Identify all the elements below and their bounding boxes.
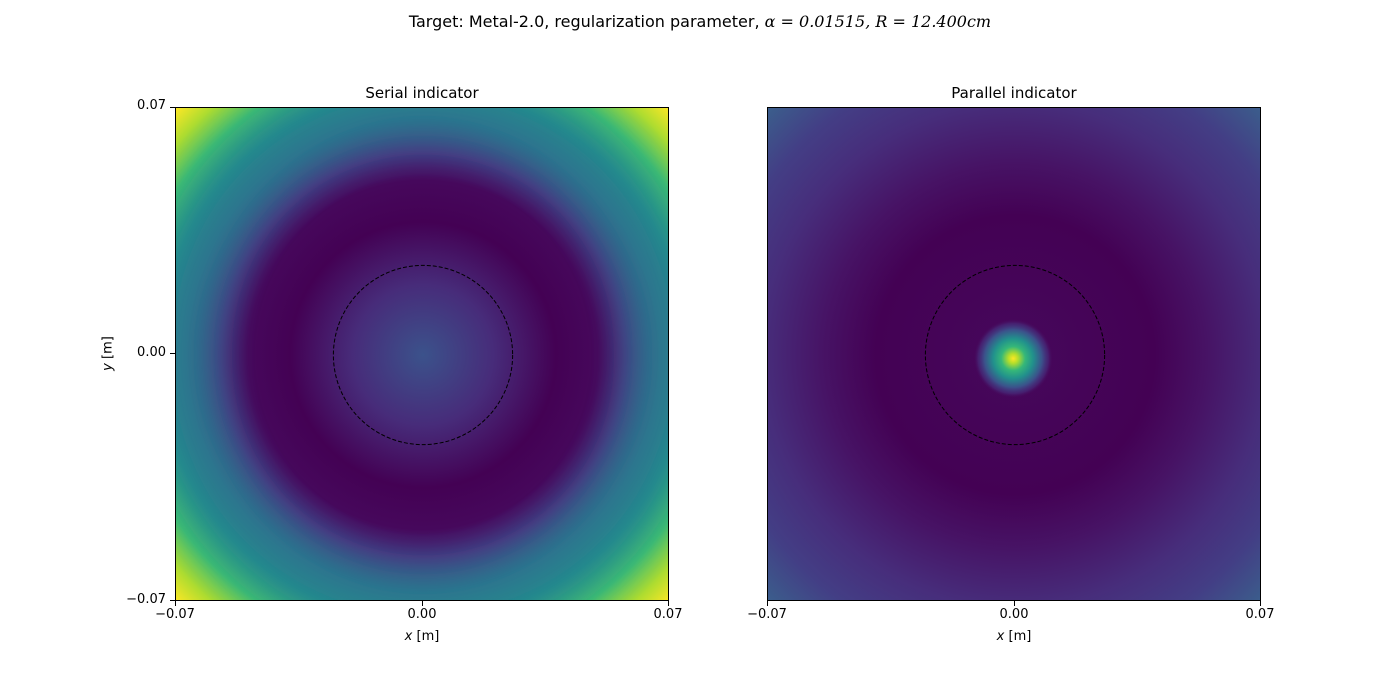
x-var: x bbox=[404, 629, 413, 644]
x-tick-label: −0.07 bbox=[155, 607, 195, 622]
y-var: y bbox=[100, 363, 116, 371]
x-unit: [m] bbox=[412, 629, 440, 644]
serial-heatmap-svg bbox=[176, 108, 668, 600]
y-tick-label: 0.00 bbox=[137, 345, 166, 360]
parallel-indicator-heatmap bbox=[767, 107, 1261, 601]
x-tick-mark bbox=[422, 601, 423, 606]
figure-suptitle: Target: Metal-2.0, regularization parame… bbox=[0, 12, 1400, 31]
x-tick-label: −0.07 bbox=[747, 607, 787, 622]
suptitle-text: Target: Metal-2.0, regularization parame… bbox=[408, 12, 765, 31]
y-unit: [m] bbox=[100, 336, 116, 364]
x-tick-label: 0.07 bbox=[653, 607, 683, 622]
suptitle-math: α = 0.01515, R = 12.400cm bbox=[764, 12, 992, 31]
x-tick-mark bbox=[175, 601, 176, 606]
y-tick-mark bbox=[170, 353, 175, 354]
x-tick-mark bbox=[767, 601, 768, 606]
parallel-heatmap-svg bbox=[768, 108, 1260, 600]
x-tick-mark bbox=[1014, 601, 1015, 606]
serial-x-axis-label: x [m] bbox=[362, 629, 482, 644]
parallel-peak bbox=[973, 318, 1054, 399]
x-tick-label: 0.00 bbox=[999, 607, 1029, 622]
y-tick-mark bbox=[170, 600, 175, 601]
x-tick-label: 0.00 bbox=[407, 607, 437, 622]
x-tick-mark bbox=[1260, 601, 1261, 606]
parallel-indicator-title: Parallel indicator bbox=[951, 84, 1077, 102]
x-unit: [m] bbox=[1004, 629, 1032, 644]
target-boundary-circle bbox=[332, 264, 514, 446]
x-tick-label: 0.07 bbox=[1245, 607, 1275, 622]
parallel-x-axis-label: x [m] bbox=[954, 629, 1074, 644]
y-tick-label: 0.07 bbox=[137, 98, 166, 113]
x-tick-mark bbox=[668, 601, 669, 606]
target-boundary-circle bbox=[924, 264, 1106, 446]
y-tick-mark bbox=[170, 107, 175, 108]
y-tick-label: −0.07 bbox=[126, 592, 166, 607]
serial-indicator-title: Serial indicator bbox=[365, 84, 479, 102]
serial-y-axis-label: y [m] bbox=[101, 324, 116, 384]
x-var: x bbox=[996, 629, 1005, 644]
serial-indicator-heatmap bbox=[175, 107, 669, 601]
